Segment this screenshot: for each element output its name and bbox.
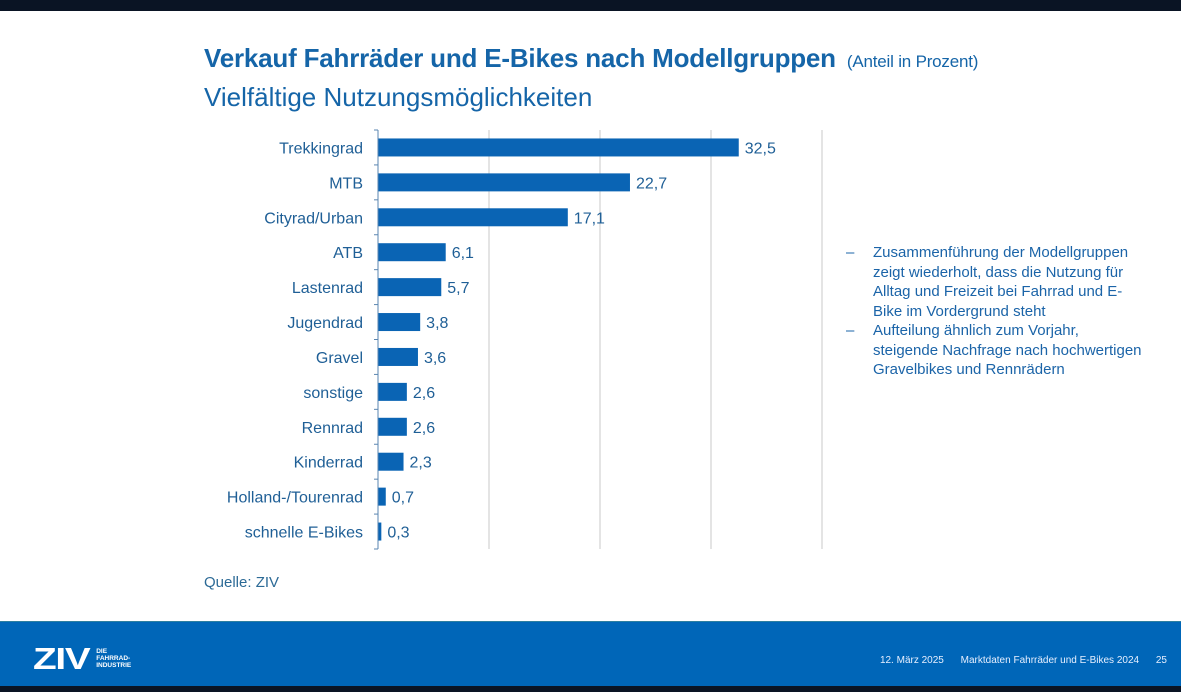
slide-title: Verkauf Fahrräder und E-Bikes nach Model… <box>204 43 978 74</box>
bullet-list: – Zusammenführung der Modellgruppen zeig… <box>846 243 1146 380</box>
bullet-marker: – <box>846 322 855 339</box>
bar <box>378 138 739 157</box>
grid-lines <box>488 130 823 549</box>
footer-page-number: 25 <box>1155 655 1167 666</box>
category-label: Kinderrad <box>294 455 363 472</box>
bar <box>378 382 407 401</box>
value-label: 0,7 <box>392 490 414 507</box>
category-label: Gravel <box>316 350 363 367</box>
category-label: Cityrad/Urban <box>264 210 363 227</box>
bullet-text: Zusammenführung der Modellgruppen zeigt … <box>873 244 1129 320</box>
value-label: 2,3 <box>410 455 432 472</box>
value-label: 22,7 <box>636 175 667 192</box>
category-label: Trekkingrad <box>279 140 363 157</box>
slide-subtitle: Vielfältige Nutzungsmöglichkeiten <box>204 82 593 112</box>
bar <box>378 417 407 436</box>
bar <box>378 243 446 262</box>
labels: 32,5 Trekkingrad 22,7 MTB 17,1 Cityrad/Urban 6… <box>227 140 776 541</box>
bar <box>378 347 418 366</box>
category-label: MTB <box>329 175 363 192</box>
footer-bar: ZIV DIE FAHRRAD- INDUSTRIE 12. März 2025… <box>0 621 1181 686</box>
logo-tagline-line: INDUSTRIE <box>96 662 132 669</box>
logo-tagline-line: FAHRRAD- <box>96 655 131 662</box>
title-text: Verkauf Fahrräder und E-Bikes nach Model… <box>204 43 836 73</box>
category-axis <box>374 129 379 550</box>
category-label: schnelle E-Bikes <box>245 525 363 542</box>
value-label: 5,7 <box>447 280 469 297</box>
slide <box>0 11 1181 621</box>
bar <box>378 278 442 297</box>
footer-presentation-title: Marktdaten Fahrräder und E-Bikes 2024 <box>960 655 1140 666</box>
bottom-frame-bar <box>0 686 1181 692</box>
value-label: 6,1 <box>452 245 474 262</box>
top-frame-bar <box>0 0 1181 11</box>
bullet-text: Aufteilung ähnlich zum Vorjahr, steigend… <box>873 322 1142 378</box>
ziv-logo: ZIV DIE FAHRRAD- INDUSTRIE <box>33 643 131 674</box>
value-label: 2,6 <box>413 385 435 402</box>
bullet-marker: – <box>846 244 855 261</box>
bar <box>378 522 382 541</box>
logo-tagline-line: DIE <box>96 648 108 655</box>
logo-wordmark: ZIV <box>33 641 91 676</box>
bullet-item: – Aufteilung ähnlich zum Vorjahr, steige… <box>846 321 1146 380</box>
category-label: Lastenrad <box>292 280 363 297</box>
title-unit: (Anteil in Prozent) <box>846 52 979 71</box>
category-label: ATB <box>333 245 363 262</box>
value-label: 2,6 <box>413 420 435 437</box>
bars <box>378 138 739 541</box>
value-label: 32,5 <box>745 140 776 157</box>
footer-date: 12. März 2025 <box>879 655 944 666</box>
value-label: 3,8 <box>426 315 448 332</box>
logo-tagline: DIE FAHRRAD- INDUSTRIE <box>96 648 131 669</box>
bullet-item: – Zusammenführung der Modellgruppen zeig… <box>846 243 1146 321</box>
category-label: Rennrad <box>302 420 363 437</box>
bar <box>378 452 404 471</box>
value-label: 3,6 <box>424 350 446 367</box>
value-label: 17,1 <box>574 210 605 227</box>
category-label: Holland-/Tourenrad <box>227 490 363 507</box>
category-label: sonstige <box>303 385 363 402</box>
category-label: Jugendrad <box>287 315 363 332</box>
bar <box>378 487 386 506</box>
source-note: Quelle: ZIV <box>204 574 280 591</box>
footer-meta: 12. März 2025 Marktdaten Fahrräder und E… <box>866 655 1167 666</box>
bar <box>378 313 421 332</box>
bar <box>378 173 630 192</box>
value-label: 0,3 <box>387 525 409 542</box>
bar <box>378 208 568 227</box>
